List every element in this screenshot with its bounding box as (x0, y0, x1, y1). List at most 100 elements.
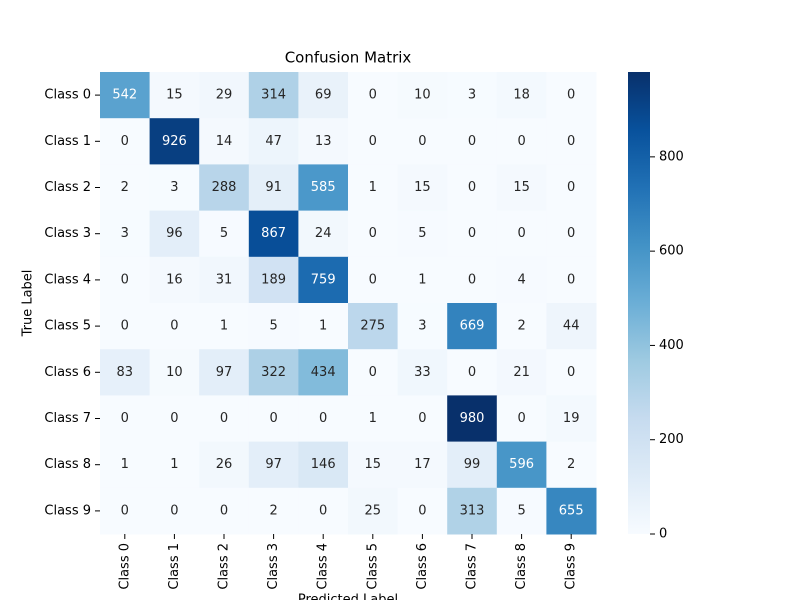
cell-label: 15 (365, 457, 382, 472)
cell-label: 542 (112, 88, 137, 103)
cell (149, 210, 200, 258)
cell-label: 313 (460, 503, 485, 518)
colorbar-tick-label: 400 (659, 338, 684, 353)
cell (397, 72, 448, 119)
cell-label: 0 (468, 365, 476, 380)
y-tick-label: Class 2 (44, 180, 91, 195)
cell (100, 118, 151, 165)
cell-label: 0 (418, 411, 426, 426)
cell (348, 210, 399, 258)
cell (248, 395, 299, 443)
cell (546, 487, 597, 535)
cell (348, 72, 399, 119)
cell (100, 349, 151, 396)
cell (100, 395, 151, 443)
cell-label: 0 (121, 272, 129, 287)
cell-label: 1 (220, 319, 228, 334)
cell (546, 210, 597, 258)
cell-label: 3 (468, 88, 476, 103)
x-tick-label: Class 5 (365, 543, 380, 590)
cell-label: 314 (261, 88, 286, 103)
cell (447, 441, 498, 489)
cell-label: 980 (460, 411, 485, 426)
cell-label: 97 (216, 365, 233, 380)
cell (496, 349, 547, 396)
cell-label: 0 (369, 272, 377, 287)
cell (348, 256, 399, 304)
cell (298, 210, 349, 258)
cell-label: 0 (468, 272, 476, 287)
cell-label: 0 (418, 503, 426, 518)
cell (496, 210, 547, 258)
cell (149, 395, 200, 443)
cell-label: 24 (315, 226, 332, 241)
cell-label: 3 (121, 226, 129, 241)
cell-label: 10 (414, 88, 431, 103)
cell-label: 29 (216, 88, 233, 103)
cell (248, 349, 299, 396)
cell-label: 13 (315, 134, 332, 149)
cell (397, 210, 448, 258)
cell-label: 0 (517, 226, 525, 241)
cell-label: 322 (261, 365, 286, 380)
cell (447, 118, 498, 165)
cell (298, 164, 349, 212)
cell-label: 669 (460, 319, 485, 334)
cell (546, 256, 597, 304)
y-tick-label: Class 6 (44, 365, 91, 380)
cell-label: 146 (311, 457, 336, 472)
cell (248, 72, 299, 119)
cell (248, 256, 299, 304)
cell-label: 25 (365, 503, 382, 518)
cell-label: 288 (212, 180, 237, 195)
y-tick-label: Class 3 (44, 226, 91, 241)
x-tick-label: Class 9 (564, 543, 579, 590)
cell-label: 69 (315, 88, 332, 103)
cell (248, 164, 299, 212)
cell (447, 164, 498, 212)
cell (496, 303, 547, 350)
x-tick-label: Class 7 (465, 543, 480, 590)
cell-label: 1 (369, 411, 377, 426)
cell (149, 72, 200, 119)
colorbar-tick-label: 0 (659, 527, 667, 542)
cell (298, 72, 349, 119)
cell (100, 487, 151, 535)
y-axis-label: True Label (21, 270, 36, 338)
colorbar (628, 72, 650, 534)
cell-label: 585 (311, 180, 336, 195)
cell (546, 441, 597, 489)
cell-label: 14 (216, 134, 233, 149)
x-tick-label: Class 6 (415, 543, 430, 590)
cell (348, 303, 399, 350)
cell (199, 349, 250, 396)
x-tick-label: Class 8 (514, 543, 529, 590)
cell-label: 4 (517, 272, 525, 287)
cell-label: 0 (369, 88, 377, 103)
cell (298, 303, 349, 350)
cell-label: 0 (418, 134, 426, 149)
cell-label: 1 (121, 457, 129, 472)
cell-label: 10 (166, 365, 183, 380)
cell-label: 596 (509, 457, 534, 472)
cell-label: 0 (468, 180, 476, 195)
cell (447, 349, 498, 396)
cell-label: 15 (513, 180, 530, 195)
cell (100, 210, 151, 258)
cell-label: 275 (360, 319, 385, 334)
cell (149, 441, 200, 489)
cell (496, 256, 547, 304)
cell (298, 487, 349, 535)
cell (100, 303, 151, 350)
cell (149, 164, 200, 212)
cell-label: 434 (311, 365, 336, 380)
cell-label: 15 (166, 88, 183, 103)
cell (199, 210, 250, 258)
cell (348, 487, 399, 535)
cell-label: 0 (170, 411, 178, 426)
cell-label: 189 (261, 272, 286, 287)
cell-label: 0 (319, 503, 327, 518)
cell (397, 256, 448, 304)
cell-label: 26 (216, 457, 233, 472)
